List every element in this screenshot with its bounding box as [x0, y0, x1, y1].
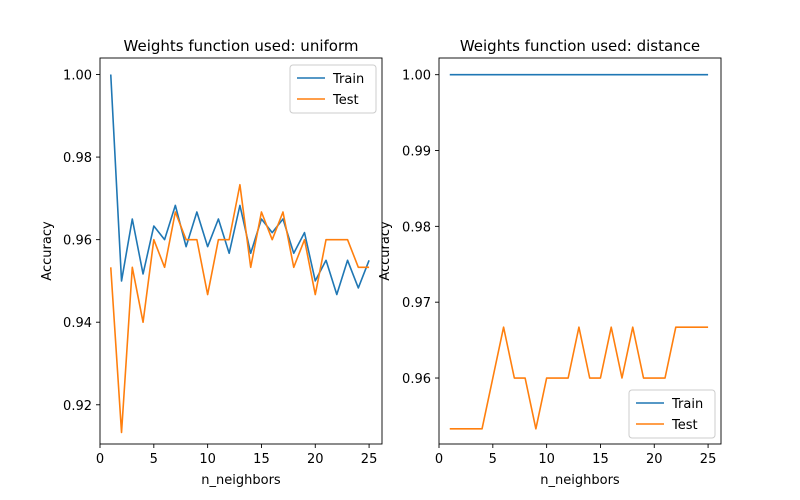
uniform-y-axis-label: Accuracy: [40, 221, 55, 281]
distance-y-axis-label: Accuracy: [378, 221, 393, 281]
uniform-y-tick-label: 0.98: [63, 151, 92, 166]
distance-x-tick-label: 20: [646, 452, 663, 467]
uniform-x-tick-label: 20: [307, 452, 324, 467]
distance-chart-title: Weights function used: distance: [460, 37, 700, 55]
distance-x-tick-label: 10: [538, 452, 555, 467]
uniform-x-tick-label: 25: [361, 452, 378, 467]
distance-y-tick-label: 0.99: [402, 145, 431, 160]
uniform-y-tick-label: 1.00: [63, 69, 92, 84]
distance-legend-box: [628, 389, 716, 439]
distance-x-tick-label: 5: [489, 452, 497, 467]
distance-legend-label-train: Train: [671, 397, 703, 412]
uniform-train-line: [109, 74, 370, 296]
distance-legend: Train Test: [628, 389, 716, 439]
distance-x-axis-label: n_neighbors: [540, 473, 620, 488]
distance-x-tick-label: 25: [700, 452, 717, 467]
distance-y-tick-label: 0.98: [402, 220, 431, 235]
distance-y-tick-label: 1.00: [402, 69, 431, 84]
uniform-chart-panel: 0 5 10 15 20 25 0.92 0.94 0.96 0.98 1.00 Weights fu…: [40, 37, 383, 488]
distance-chart-panel: 0 5 10 15 20 25 0.96 0.97 0.98 0.99 1.00 Weights fu…: [378, 37, 722, 488]
distance-x-tick-label: 15: [592, 452, 609, 467]
uniform-x-tick-label: 0: [96, 452, 104, 467]
uniform-x-tick-label: 5: [150, 452, 158, 467]
distance-axes-frame: [438, 57, 722, 445]
distance-y-tick-label: 0.96: [402, 372, 431, 387]
uniform-legend-label-train: Train: [332, 72, 364, 87]
distance-y-tick-label: 0.97: [402, 296, 431, 311]
uniform-y-tick-label: 0.96: [63, 234, 92, 249]
distance-x-tick-label: 0: [435, 452, 443, 467]
distance-test-line: [449, 326, 709, 430]
uniform-chart-title: Weights function used: uniform: [124, 37, 359, 55]
uniform-y-tick-label: 0.92: [63, 399, 92, 414]
uniform-x-tick-label: 15: [253, 452, 270, 467]
uniform-x-axis-label: n_neighbors: [201, 473, 281, 488]
uniform-legend: Train Test: [289, 64, 377, 114]
distance-legend-label-test: Test: [671, 418, 698, 433]
uniform-y-tick-label: 0.94: [63, 316, 92, 331]
uniform-legend-label-test: Test: [332, 93, 359, 108]
uniform-x-tick-label: 10: [199, 452, 216, 467]
uniform-legend-box: [289, 64, 377, 114]
uniform-test-line: [109, 183, 370, 434]
uniform-axes-frame: [99, 57, 383, 445]
